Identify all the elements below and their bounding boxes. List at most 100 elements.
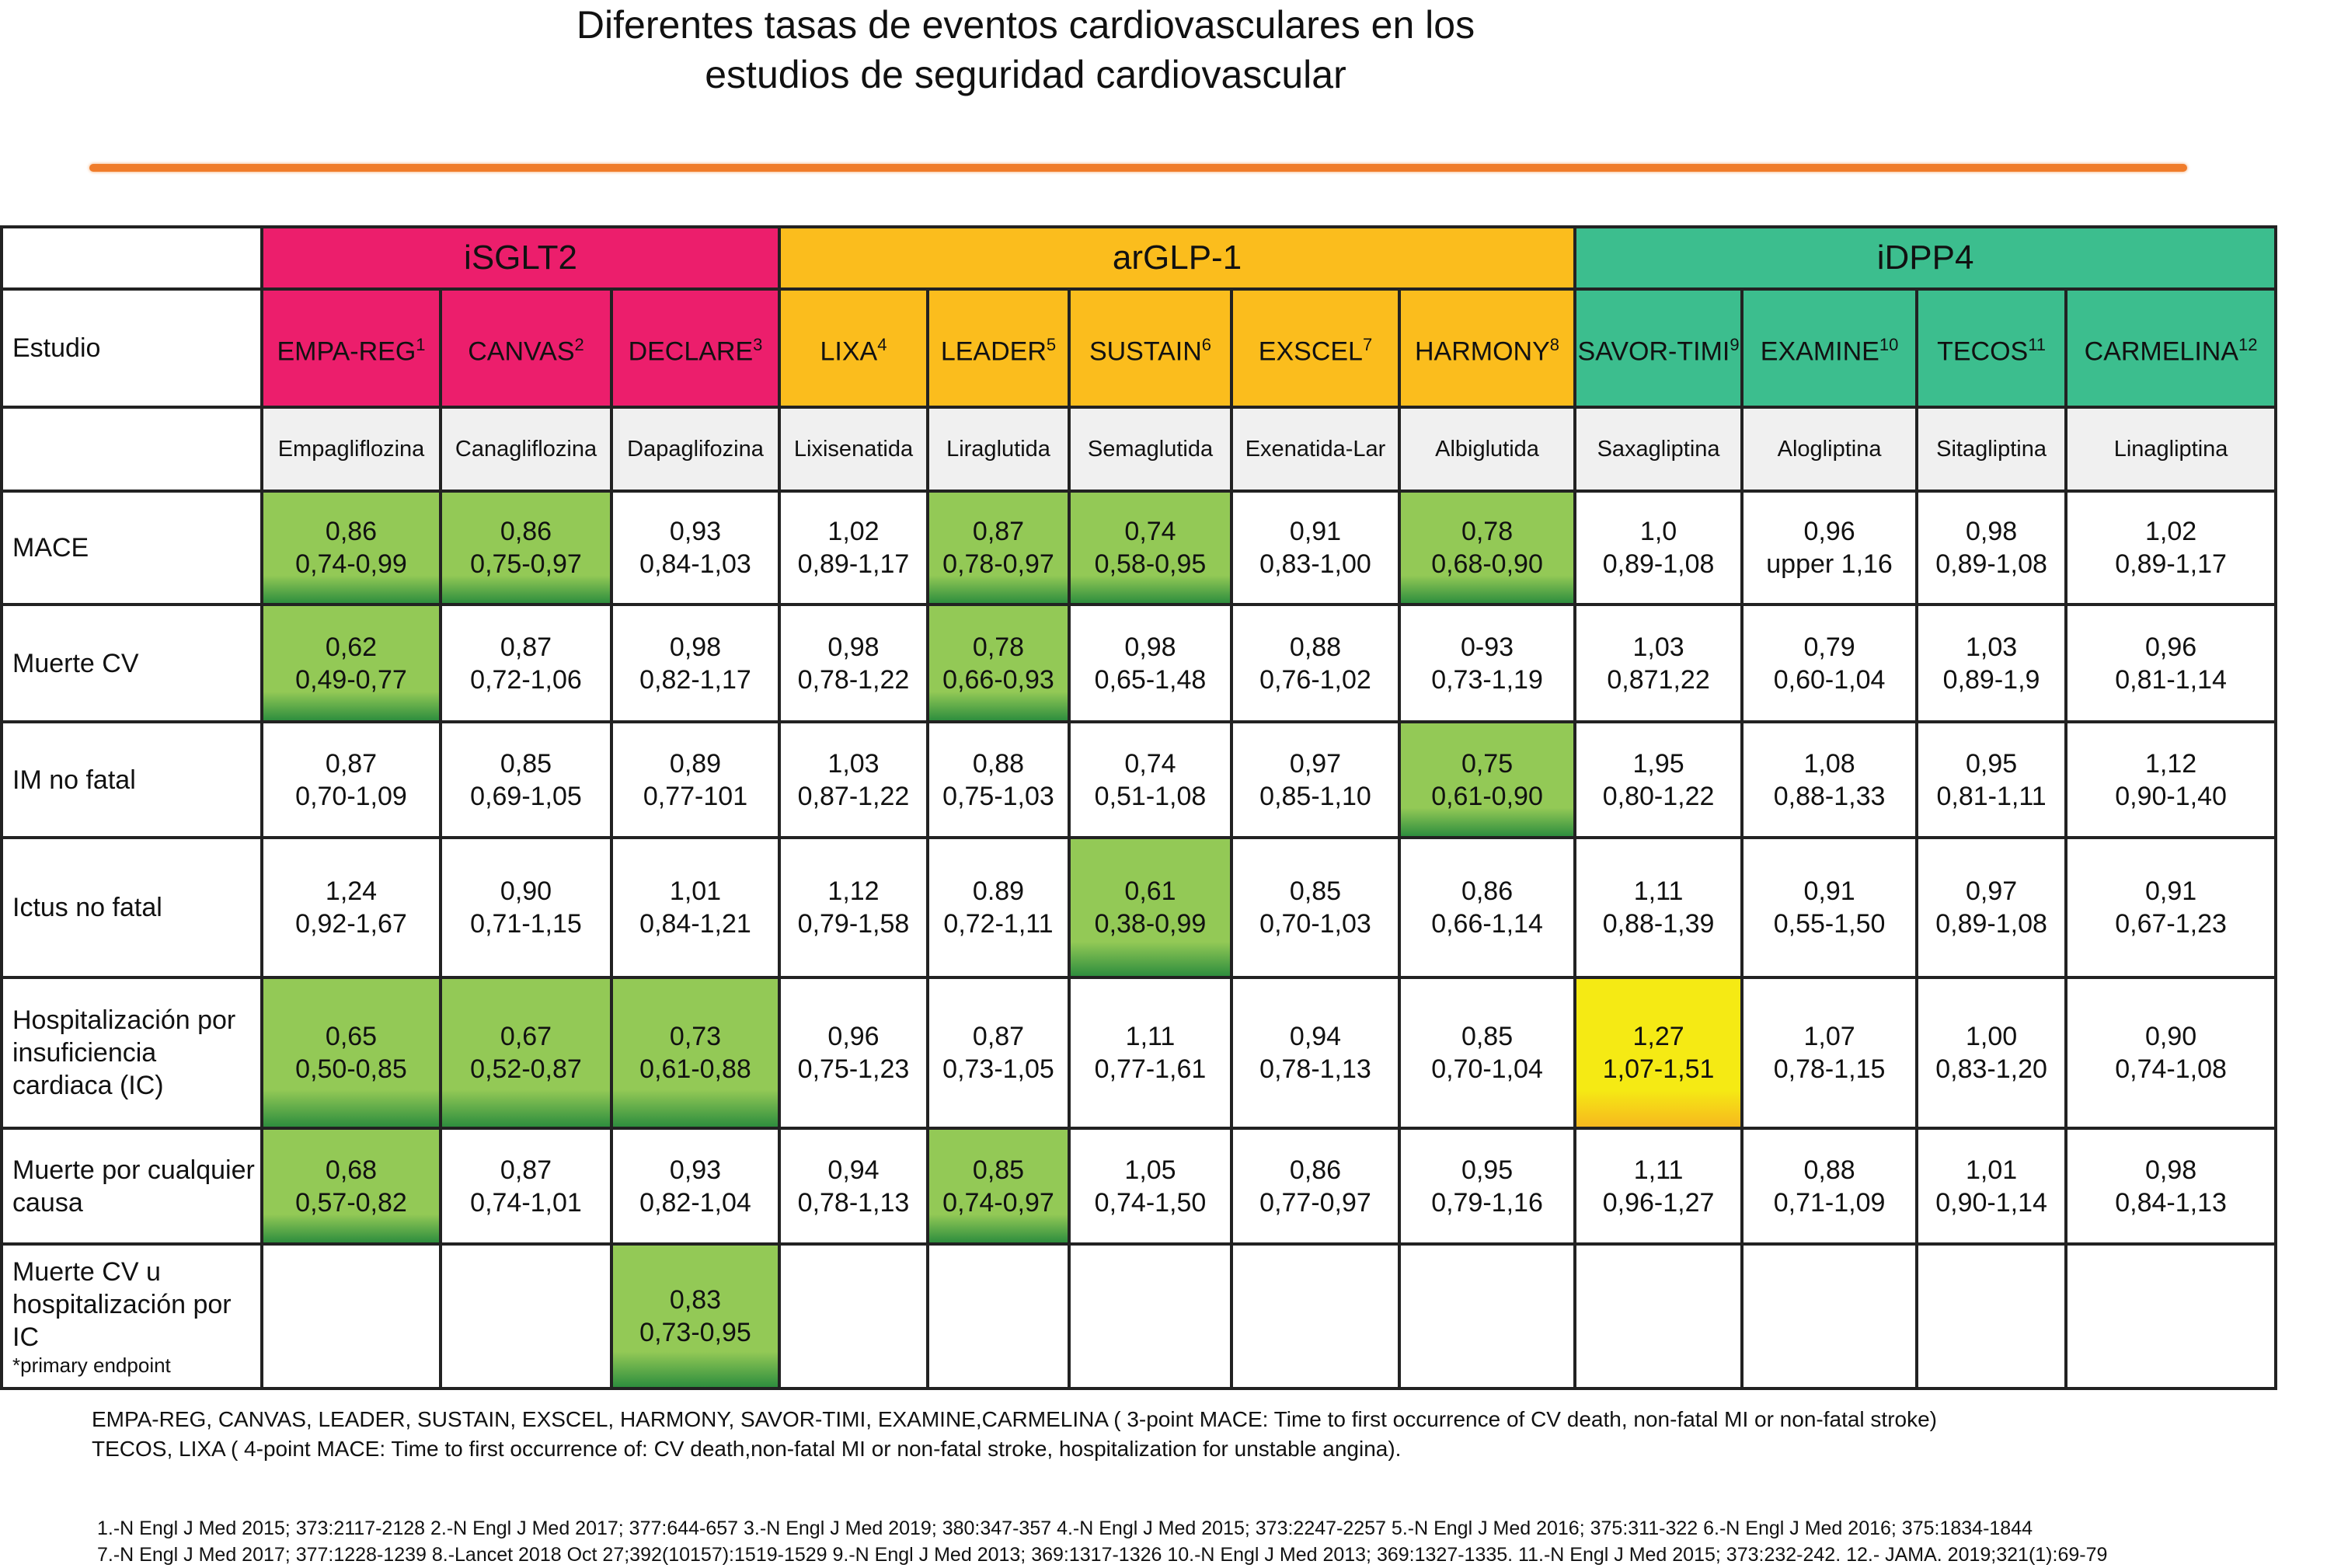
hazard-ratio-value: 0,89 [669, 748, 722, 779]
confidence-interval: 0,70-1,09 [295, 781, 407, 811]
confidence-interval: 0,78-1,22 [797, 664, 910, 695]
confidence-interval: 0,89-1,9 [1942, 664, 2040, 695]
hazard-ratio-value: 0,88 [1803, 1155, 1855, 1185]
confidence-interval: 0,78-1,15 [1773, 1054, 1886, 1084]
hazard-ratio-value: 0,78 [972, 632, 1025, 662]
hazard-ratio-value: 1,01 [669, 876, 722, 906]
note-3-point-mace: EMPA-REG, CANVAS, LEADER, SUSTAIN, EXSCE… [92, 1407, 1937, 1431]
hazard-ratio-value: 0,85 [1289, 876, 1342, 906]
hazard-ratio-value: 0,74 [1124, 748, 1176, 779]
confidence-interval: 0,49-0,77 [295, 664, 407, 695]
outcome-label-text: Muerte por cualquier causa [12, 1155, 255, 1218]
confidence-interval: 0,76-1,02 [1259, 664, 1371, 695]
confidence-interval: 0,58-0,95 [1094, 549, 1207, 579]
study-header-cell: CANVAS2 [439, 287, 613, 409]
drug-name-cell: Dapaglifozina [610, 406, 781, 493]
hazard-ratio-cell: 1,03 0,87-1,22 [778, 720, 929, 839]
confidence-interval: 0,38-0,99 [1094, 909, 1207, 939]
group-header-row: iSGLT2 arGLP-1 iDPP4 [0, 225, 2278, 291]
hazard-ratio-value: 0,86 [500, 517, 552, 546]
confidence-interval: 0,75-1,03 [942, 781, 1054, 811]
confidence-interval: 0,74-1,50 [1094, 1187, 1207, 1218]
cv-outcomes-table: iSGLT2 arGLP-1 iDPP4 Estudio EMPA-REG1 CANVAS… [0, 225, 2278, 1390]
hazard-ratio-cell [1230, 1242, 1401, 1390]
hazard-ratio-cell: 0,86 0,75-0,97 [439, 490, 613, 606]
confidence-interval: 0,89-1,08 [1602, 549, 1715, 579]
hazard-ratio-cell: 1,24 0,92-1,67 [260, 836, 442, 979]
hazard-ratio-value: 0,98 [1124, 632, 1176, 662]
outcome-label: Muerte por cualquier causa [0, 1127, 263, 1246]
hazard-ratio-value: 0,93 [669, 1155, 722, 1185]
hazard-ratio-value: 1,24 [325, 876, 378, 906]
confidence-interval: 0,72-1,06 [470, 664, 582, 695]
hazard-ratio-cell: 0,96 0,75-1,23 [778, 976, 929, 1130]
hazard-ratio-cell: 0,97 0,89-1,08 [1915, 836, 2068, 979]
confidence-interval: 0,84-1,13 [2115, 1187, 2227, 1218]
title-divider [89, 164, 2187, 172]
study-header-row: Estudio EMPA-REG1 CANVAS2 DECLARE3 LIXA4 LEAD… [0, 287, 2278, 409]
study-reference-number: 7 [1362, 334, 1373, 354]
hazard-ratio-cell: 0,85 0,70-1,03 [1230, 836, 1401, 979]
confidence-interval: 0,65-1,48 [1094, 664, 1207, 695]
hazard-ratio-cell: 0,90 0,74-1,08 [2064, 976, 2278, 1130]
hazard-ratio-cell [1068, 1242, 1233, 1390]
confidence-interval: 0,69-1,05 [470, 781, 582, 811]
title-line-1: Diferentes tasas de eventos cardiovascul… [576, 3, 1475, 47]
study-name: SUSTAIN [1089, 336, 1202, 367]
study-name: HARMONY [1415, 336, 1550, 367]
hazard-ratio-cell: 1,01 0,90-1,14 [1915, 1127, 2068, 1246]
hazard-ratio-value: 0,68 [325, 1155, 378, 1185]
outcome-row: Muerte por cualquier causa 0,68 0,57-0,82 0… [0, 1127, 2278, 1246]
confidence-interval: upper 1,16 [1766, 549, 1893, 579]
study-header-cell: LIXA4 [778, 287, 929, 409]
hazard-ratio-cell: 0,87 0,70-1,09 [260, 720, 442, 839]
study-header-cell: HARMONY8 [1397, 287, 1577, 409]
hazard-ratio-value: 0,94 [827, 1155, 880, 1185]
hazard-ratio-cell [1915, 1242, 2068, 1390]
hazard-ratio-cell: 0,87 0,73-1,05 [926, 976, 1071, 1130]
hazard-ratio-value: 0,65 [325, 1022, 378, 1051]
page-title: Diferentes tasas de eventos cardiovascul… [0, 0, 2051, 99]
hazard-ratio-cell [1397, 1242, 1577, 1390]
outcome-label: MACE [0, 490, 263, 606]
confidence-interval: 0,89-1,17 [2115, 549, 2227, 579]
hazard-ratio-cell: 0,91 0,55-1,50 [1740, 836, 1919, 979]
hazard-ratio-value: 0,96 [2144, 632, 2197, 662]
hazard-ratio-value: 0,61 [1124, 876, 1176, 906]
hazard-ratio-value: 0,88 [972, 748, 1025, 779]
outcome-row: MACE 0,86 0,74-0,99 0,86 0,75-0,97 0,93 0,84-1… [0, 490, 2278, 606]
study-header-cell: SUSTAIN6 [1068, 287, 1233, 409]
hazard-ratio-value: 1,27 [1632, 1022, 1684, 1051]
confidence-interval: 0,79-1,16 [1431, 1187, 1543, 1218]
study-name: SAVOR-TIMI [1577, 336, 1730, 367]
hazard-ratio-value: 0,75 [1461, 748, 1514, 779]
hazard-ratio-cell: 0,86 0,77-0,97 [1230, 1127, 1401, 1246]
study-reference-number: 8 [1549, 334, 1560, 354]
confidence-interval: 0,70-1,03 [1259, 909, 1371, 939]
references-line-2: 7.-N Engl J Med 2017; 377:1228-1239 8.-L… [97, 1544, 2108, 1566]
confidence-interval: 0,89-1,08 [1935, 549, 2047, 579]
hazard-ratio-value: 1,0 [1639, 517, 1677, 546]
hazard-ratio-cell: 0,87 0,74-1,01 [439, 1127, 613, 1246]
hazard-ratio-value: 0,90 [500, 876, 552, 906]
confidence-interval: 0,74-1,08 [2115, 1054, 2227, 1084]
hazard-ratio-value: 0,73 [669, 1022, 722, 1051]
hazard-ratio-cell: 0,88 0,75-1,03 [926, 720, 1071, 839]
confidence-interval: 0,61-0,90 [1431, 781, 1543, 811]
confidence-interval: 0,66-1,14 [1431, 909, 1543, 939]
hazard-ratio-cell: 0-93 0,73-1,19 [1397, 603, 1577, 723]
confidence-interval: 0,73-0,95 [639, 1318, 751, 1347]
hazard-ratio-cell: 0,98 0,89-1,08 [1915, 490, 2068, 606]
hazard-ratio-cell: 0,93 0,84-1,03 [610, 490, 781, 606]
hazard-ratio-cell: 0,98 0,65-1,48 [1068, 603, 1233, 723]
hazard-ratio-value: 1,12 [2144, 748, 2197, 779]
hazard-ratio-value: 0,95 [1461, 1155, 1514, 1185]
outcome-label-text: Muerte CV [12, 648, 139, 678]
confidence-interval: 0,74-1,01 [470, 1187, 582, 1218]
hazard-ratio-value: 0,94 [1289, 1022, 1342, 1051]
confidence-interval: 0,82-1,04 [639, 1187, 751, 1218]
hazard-ratio-value: 0,87 [972, 1022, 1025, 1051]
study-reference-number: 9 [1730, 334, 1740, 354]
hazard-ratio-value: 0,85 [1461, 1022, 1514, 1051]
confidence-interval: 0,57-0,82 [295, 1187, 407, 1218]
